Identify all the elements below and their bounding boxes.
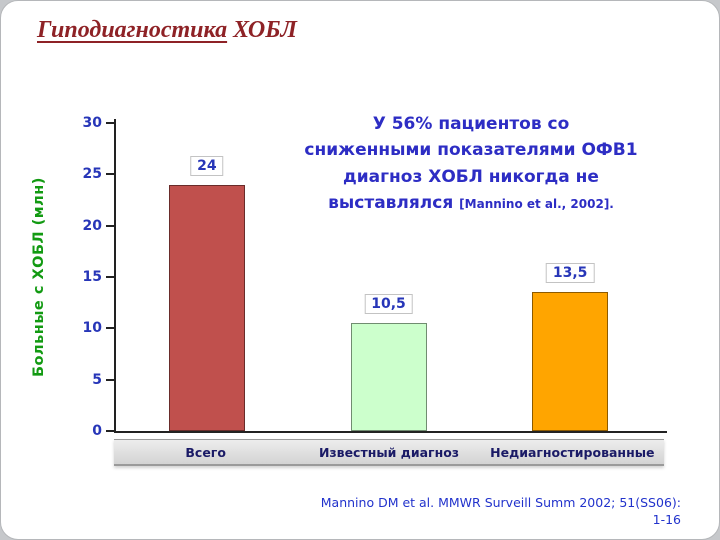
annotation-line-2: сниженными показателями ОФВ1 <box>304 140 638 161</box>
y-tick-mark <box>106 224 114 227</box>
bar-3 <box>532 292 609 431</box>
category-label: Известный диагноз <box>318 445 460 460</box>
y-tick-label: 30 <box>82 115 102 131</box>
annotation-line-1: У 56% пациентов со <box>372 114 570 134</box>
y-tick-label: 5 <box>92 371 102 388</box>
bar-1 <box>168 184 245 431</box>
y-tick-label: 15 <box>82 269 102 285</box>
y-tick-label: 20 <box>82 217 102 234</box>
footer-citation-line-2: 1-16 <box>652 512 681 528</box>
y-tick-label: 10 <box>82 320 102 337</box>
y-tick-mark <box>106 327 114 330</box>
y-tick-mark <box>106 276 114 278</box>
page-title-rest: ХОБЛ <box>227 17 297 43</box>
plot-area: 0 5 10 15 20 25 30 24 10,5 13,5 <box>83 115 667 439</box>
page-title-underlined-part: Гиподиагностика <box>37 17 228 43</box>
y-axis-line <box>114 119 116 431</box>
page-title: Гиподиагностика ХОБЛ <box>37 17 297 44</box>
y-tick-label: 25 <box>82 166 102 183</box>
annotation-text: У 56% пациентов со сниженными показателя… <box>253 111 689 216</box>
y-tick-mark <box>106 122 114 124</box>
annotation-line-4: выставлялся <box>328 193 454 214</box>
annotation-line-3: диагноз ХОБЛ никогда не <box>343 166 599 187</box>
y-tick-mark <box>106 378 114 381</box>
category-axis-band: Всего Известный диагноз Недиагностированны… <box>114 439 664 466</box>
bar-value-label: 24 <box>190 155 224 176</box>
bar-value-label: 13,5 <box>545 263 595 284</box>
x-axis-line <box>114 431 667 433</box>
y-axis-title: Больные с ХОБЛ (млн) <box>31 177 47 377</box>
bar-value-label: 10,5 <box>364 294 413 315</box>
y-tick-mark <box>106 173 114 176</box>
y-tick-label: 0 <box>92 423 102 439</box>
bar-2 <box>350 323 427 431</box>
category-label: Всего <box>185 445 226 460</box>
category-label: Недиагностированные <box>490 445 655 460</box>
y-tick-mark <box>106 430 114 432</box>
footer-citation-line-1: Mannino DM et al. MMWR Surveill Summ 200… <box>320 495 681 511</box>
footer-citation: Mannino DM et al. MMWR Surveill Summ 200… <box>321 495 681 529</box>
annotation-inline-citation: [Mannino et al., 2002]. <box>459 197 614 212</box>
